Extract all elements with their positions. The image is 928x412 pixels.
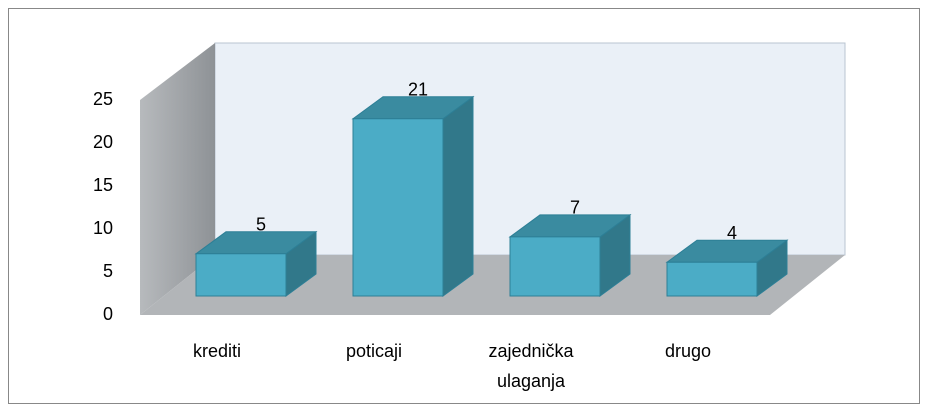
bar-front [509,236,601,297]
x-tick-label: drugo [664,341,712,361]
bar [665,239,789,297]
data-label: 5 [256,215,266,235]
y-tick-label: 15 [93,175,113,195]
y-tick-label: 10 [93,218,113,238]
bar [351,95,475,297]
bar-front [195,253,287,297]
y-tick-label: 20 [93,132,113,152]
data-label: 21 [408,80,428,100]
bar-front [666,261,758,297]
y-tick-label: 0 [103,304,113,324]
bar [194,230,318,297]
side-wall [140,43,215,315]
y-tick-label: 5 [103,261,113,281]
x-tick-label: krediti [192,341,241,361]
y-tick-label: 25 [93,89,113,109]
bar [508,213,632,297]
bar-front [352,118,444,297]
bar-side [442,95,474,297]
x-tick-label: zajednička ulaganja [488,341,574,391]
data-label: 7 [570,198,580,218]
data-label: 4 [727,223,737,243]
x-tick-label: poticaji [345,341,403,361]
